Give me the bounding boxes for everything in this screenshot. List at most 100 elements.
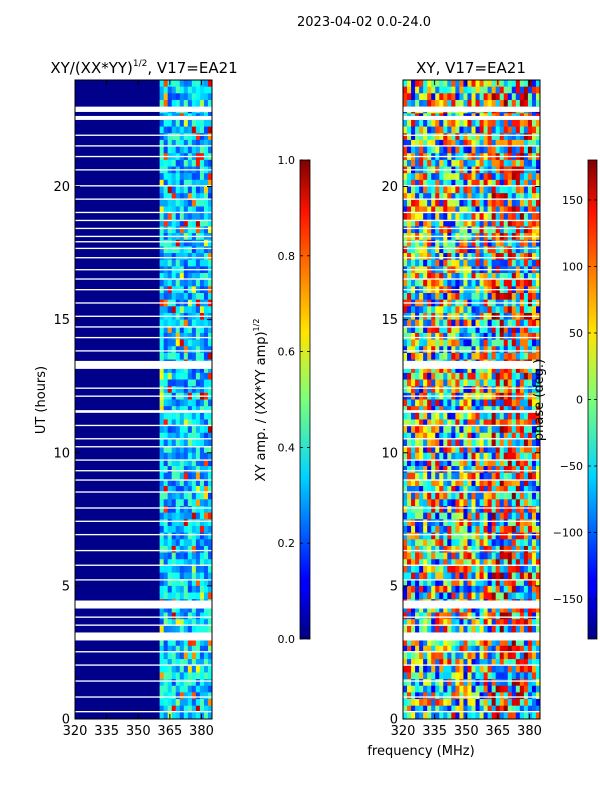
phase-heatmap-cell [479,592,484,600]
phase-heatmap-cell [523,193,529,201]
phase-heatmap-cell [423,246,428,254]
phase-flagged-row [403,711,540,713]
phase-heatmap-cell [491,486,497,494]
phase-heatmap-cell [463,352,468,360]
amplitude-heatmap-cell [203,545,209,553]
amplitude-heatmap-cell [163,685,169,693]
phase-heatmap-cell [455,379,460,387]
amplitude-heatmap-cell [179,146,185,154]
phase-heatmap-cell [527,259,533,267]
phase-heatmap-cell [491,665,497,673]
phase-heatmap-cell [423,625,428,633]
phase-heatmap-cell [467,139,472,147]
phase-heatmap-cell [515,126,521,134]
phase-heatmap-cell [451,446,456,454]
phase-heatmap-cell [523,705,529,713]
phase-heatmap-cell [507,612,513,620]
amplitude-heatmap-cell [179,126,185,134]
phase-heatmap-cell [527,352,533,360]
amplitude-heatmap-cell [191,99,197,108]
phase-heatmap-cell [403,173,408,181]
phase-heatmap-cell [455,219,460,227]
phase-heatmap-cell [463,306,468,314]
phase-heatmap-cell [435,605,440,613]
phase-heatmap-cell [491,539,497,547]
phase-heatmap-cell [495,186,501,194]
phase-heatmap-cell [527,412,533,420]
phase-heatmap-cell [515,186,521,194]
phase-heatmap-cell [491,119,497,127]
phase-heatmap-cell [531,159,537,167]
phase-heatmap-cell [495,399,501,407]
amplitude-heatmap-cell [183,206,189,214]
phase-heatmap-cell [439,326,444,334]
amplitude-heatmap-cell [207,499,212,507]
phase-heatmap-cell [415,579,420,587]
phase-heatmap-cell [419,519,424,527]
amplitude-heatmap-cell [171,432,177,440]
amplitude-heatmap-cell [195,159,201,167]
phase-heatmap-cell [467,119,472,127]
phase-heatmap-cell [527,86,533,94]
amplitude-heatmap-cell [191,139,197,147]
amplitude-heatmap-cell [183,552,189,560]
phase-heatmap-cell [407,193,412,201]
amplitude-heatmap-cell [195,133,201,141]
phase-heatmap-cell [451,239,456,247]
amplitude-heatmap-cell [163,372,169,380]
phase-heatmap-cell [447,80,452,88]
phase-heatmap-cell [499,146,505,154]
amplitude-heatmap-cell [167,239,173,247]
amplitude-y-tick-label: 5 [62,579,70,594]
phase-heatmap-cell [467,432,472,440]
phase-heatmap-cell [467,306,472,314]
phase-heatmap-cell [535,645,540,653]
phase-heatmap-cell [499,579,505,587]
phase-heatmap-cell [479,432,484,440]
amplitude-heatmap-cell [199,559,205,567]
amplitude-heatmap-cell [187,539,193,547]
phase-heatmap-cell [439,439,444,447]
amplitude-flagged-row [75,624,212,626]
phase-heatmap-cell [523,665,529,673]
amplitude-heatmap-cell [207,86,212,94]
phase-heatmap-cell [463,645,468,653]
phase-heatmap-cell [503,306,509,314]
phase-heatmap-cell [439,86,444,94]
phase-heatmap-cell [499,532,505,540]
amplitude-heatmap-cell [203,432,209,440]
phase-heatmap-cell [503,179,509,187]
phase-heatmap-cell [419,665,424,673]
amplitude-heatmap-cell [171,452,177,460]
phase-heatmap-cell [519,133,525,141]
phase-heatmap-cell [491,80,497,88]
phase-heatmap-cell [511,199,517,207]
phase-colorbar-tick-label: −150 [553,593,583,606]
phase-heatmap-cell [407,93,412,101]
phase-heatmap-cell [479,159,484,167]
phase-heatmap-cell [503,592,509,600]
phase-heatmap-cell [459,605,464,613]
phase-heatmap-cell [435,159,440,167]
amplitude-heatmap-cell [175,432,181,440]
phase-heatmap-cell [479,372,484,380]
phase-heatmap-cell [451,346,456,354]
phase-heatmap-cell [459,652,464,660]
amplitude-heatmap-cell [203,346,209,354]
amplitude-x-tick-label: 320 [63,724,88,739]
amplitude-heatmap-cell [195,605,201,613]
phase-heatmap-cell [423,352,428,360]
phase-heatmap-cell [459,186,464,194]
phase-heatmap-cell [483,645,489,653]
phase-heatmap-cell [519,426,525,434]
amplitude-heatmap-cell [159,206,165,214]
amplitude-heatmap-cell [207,559,212,567]
phase-heatmap-cell [483,585,489,593]
phase-heatmap-cell [431,506,436,514]
phase-heatmap-cell [527,279,533,287]
phase-heatmap-cell [467,133,472,141]
phase-heatmap-cell [443,293,448,301]
phase-heatmap-cell [411,246,416,254]
phase-heatmap-cell [515,679,521,687]
phase-heatmap-cell [411,459,416,467]
